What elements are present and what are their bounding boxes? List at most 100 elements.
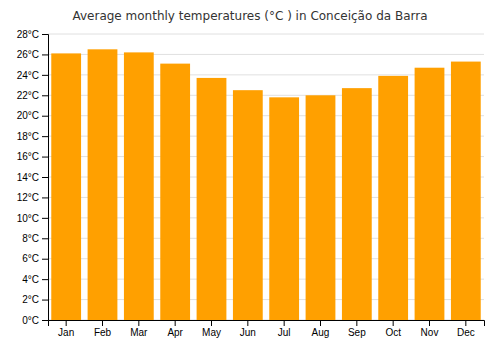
x-tick: Nov <box>421 320 439 338</box>
x-axis: Jan Feb Mar Apr May Jun Jul Aug Sep Oct Nov Dec <box>49 320 485 338</box>
bar <box>451 62 481 320</box>
y-tick-mark <box>42 34 48 35</box>
y-tick: 18°C <box>17 131 48 142</box>
x-tick-mark <box>429 320 430 326</box>
y-tick-label: 28°C <box>17 29 39 40</box>
bars <box>51 49 480 320</box>
x-tick-label: May <box>202 327 221 338</box>
y-tick-mark <box>42 197 48 198</box>
y-tick-label: 10°C <box>17 213 39 224</box>
bar <box>160 64 190 320</box>
x-tick-label: Jan <box>58 327 74 338</box>
y-tick: 26°C <box>17 49 48 60</box>
y-tick-mark <box>42 157 48 158</box>
x-tick: Oct <box>385 320 401 338</box>
x-tick: Jul <box>278 320 291 338</box>
y-tick-label: 22°C <box>17 90 39 101</box>
y-tick-label: 8°C <box>22 233 39 244</box>
x-tick-mark <box>211 320 212 326</box>
grid <box>48 34 484 320</box>
y-tick-mark <box>42 116 48 117</box>
x-tick-mark <box>393 320 394 326</box>
y-tick-label: 0°C <box>22 315 39 326</box>
bar <box>51 53 81 320</box>
x-tick: Jun <box>240 320 256 338</box>
x-tick-mark <box>320 320 321 326</box>
y-tick-mark <box>42 259 48 260</box>
y-tick: 22°C <box>17 90 48 101</box>
y-tick-label: 26°C <box>17 49 39 60</box>
x-tick-label: Apr <box>167 327 183 338</box>
x-tick: Jan <box>58 320 74 338</box>
x-tick-label: Feb <box>94 327 112 338</box>
y-tick-label: 20°C <box>17 110 39 121</box>
x-tick: Aug <box>312 320 330 338</box>
chart-container: Average monthly temperatures (°C ) in Co… <box>0 0 500 350</box>
x-tick-mark <box>284 320 285 326</box>
y-tick-mark <box>42 136 48 137</box>
y-tick-mark <box>42 95 48 96</box>
y-tick-label: 6°C <box>22 253 39 264</box>
chart-title: Average monthly temperatures (°C ) in Co… <box>72 9 427 23</box>
x-tick-label: Jun <box>240 327 256 338</box>
x-tick: Mar <box>130 320 148 338</box>
x-tick-label: Sep <box>348 327 366 338</box>
y-tick-label: 4°C <box>22 274 39 285</box>
y-tick-label: 24°C <box>17 70 39 81</box>
x-tick-mark <box>356 320 357 326</box>
bar <box>88 49 118 320</box>
y-tick: 24°C <box>17 70 48 81</box>
x-axis-line <box>49 321 485 327</box>
y-tick-mark <box>42 300 48 301</box>
x-tick: Feb <box>94 320 112 338</box>
bar <box>197 78 227 320</box>
x-tick-label: Aug <box>312 327 330 338</box>
bar <box>124 52 154 320</box>
grid-line <box>48 34 484 35</box>
x-tick-label: Mar <box>130 327 148 338</box>
y-tick-mark <box>42 54 48 55</box>
y-tick: 4°C <box>22 274 48 285</box>
x-tick: Dec <box>457 320 475 338</box>
y-tick: 8°C <box>22 233 48 244</box>
x-tick: Sep <box>348 320 366 338</box>
y-tick-mark <box>42 320 48 321</box>
x-tick: Apr <box>167 320 183 338</box>
x-tick-mark <box>138 320 139 326</box>
x-tick-mark <box>102 320 103 326</box>
x-tick-label: Jul <box>278 327 291 338</box>
bar <box>415 68 445 320</box>
bar <box>306 95 336 320</box>
x-tick-mark <box>465 320 466 326</box>
y-tick-mark <box>42 238 48 239</box>
bar <box>378 76 408 320</box>
plot-area: 0°C 2°C 4°C 6°C 8°C 10°C 12°C 14°C 16°C 18°C 20°C 2… <box>17 29 485 338</box>
bar <box>233 90 263 320</box>
y-axis: 0°C 2°C 4°C 6°C 8°C 10°C 12°C 14°C 16°C 18°C 20°C 2… <box>17 29 49 326</box>
bar <box>269 97 299 320</box>
y-tick-label: 14°C <box>17 172 39 183</box>
y-tick-label: 12°C <box>17 192 39 203</box>
x-tick: May <box>202 320 221 338</box>
y-tick-mark <box>42 177 48 178</box>
x-tick-mark <box>247 320 248 326</box>
y-tick: 0°C <box>22 315 48 326</box>
y-tick: 12°C <box>17 192 48 203</box>
y-tick-label: 2°C <box>22 294 39 305</box>
y-tick-label: 18°C <box>17 131 39 142</box>
chart-svg: Average monthly temperatures (°C ) in Co… <box>0 0 500 350</box>
y-tick: 16°C <box>17 151 48 162</box>
y-tick: 10°C <box>17 213 48 224</box>
bar <box>342 88 372 320</box>
y-tick: 20°C <box>17 110 48 121</box>
y-axis-line <box>42 35 49 321</box>
y-tick: 2°C <box>22 294 48 305</box>
y-tick-label: 16°C <box>17 151 39 162</box>
x-tick-label: Nov <box>421 327 439 338</box>
y-tick: 28°C <box>17 29 48 40</box>
x-tick-mark <box>175 320 176 326</box>
x-tick-label: Dec <box>457 327 475 338</box>
y-tick: 14°C <box>17 172 48 183</box>
x-tick-label: Oct <box>385 327 401 338</box>
y-tick-mark <box>42 218 48 219</box>
